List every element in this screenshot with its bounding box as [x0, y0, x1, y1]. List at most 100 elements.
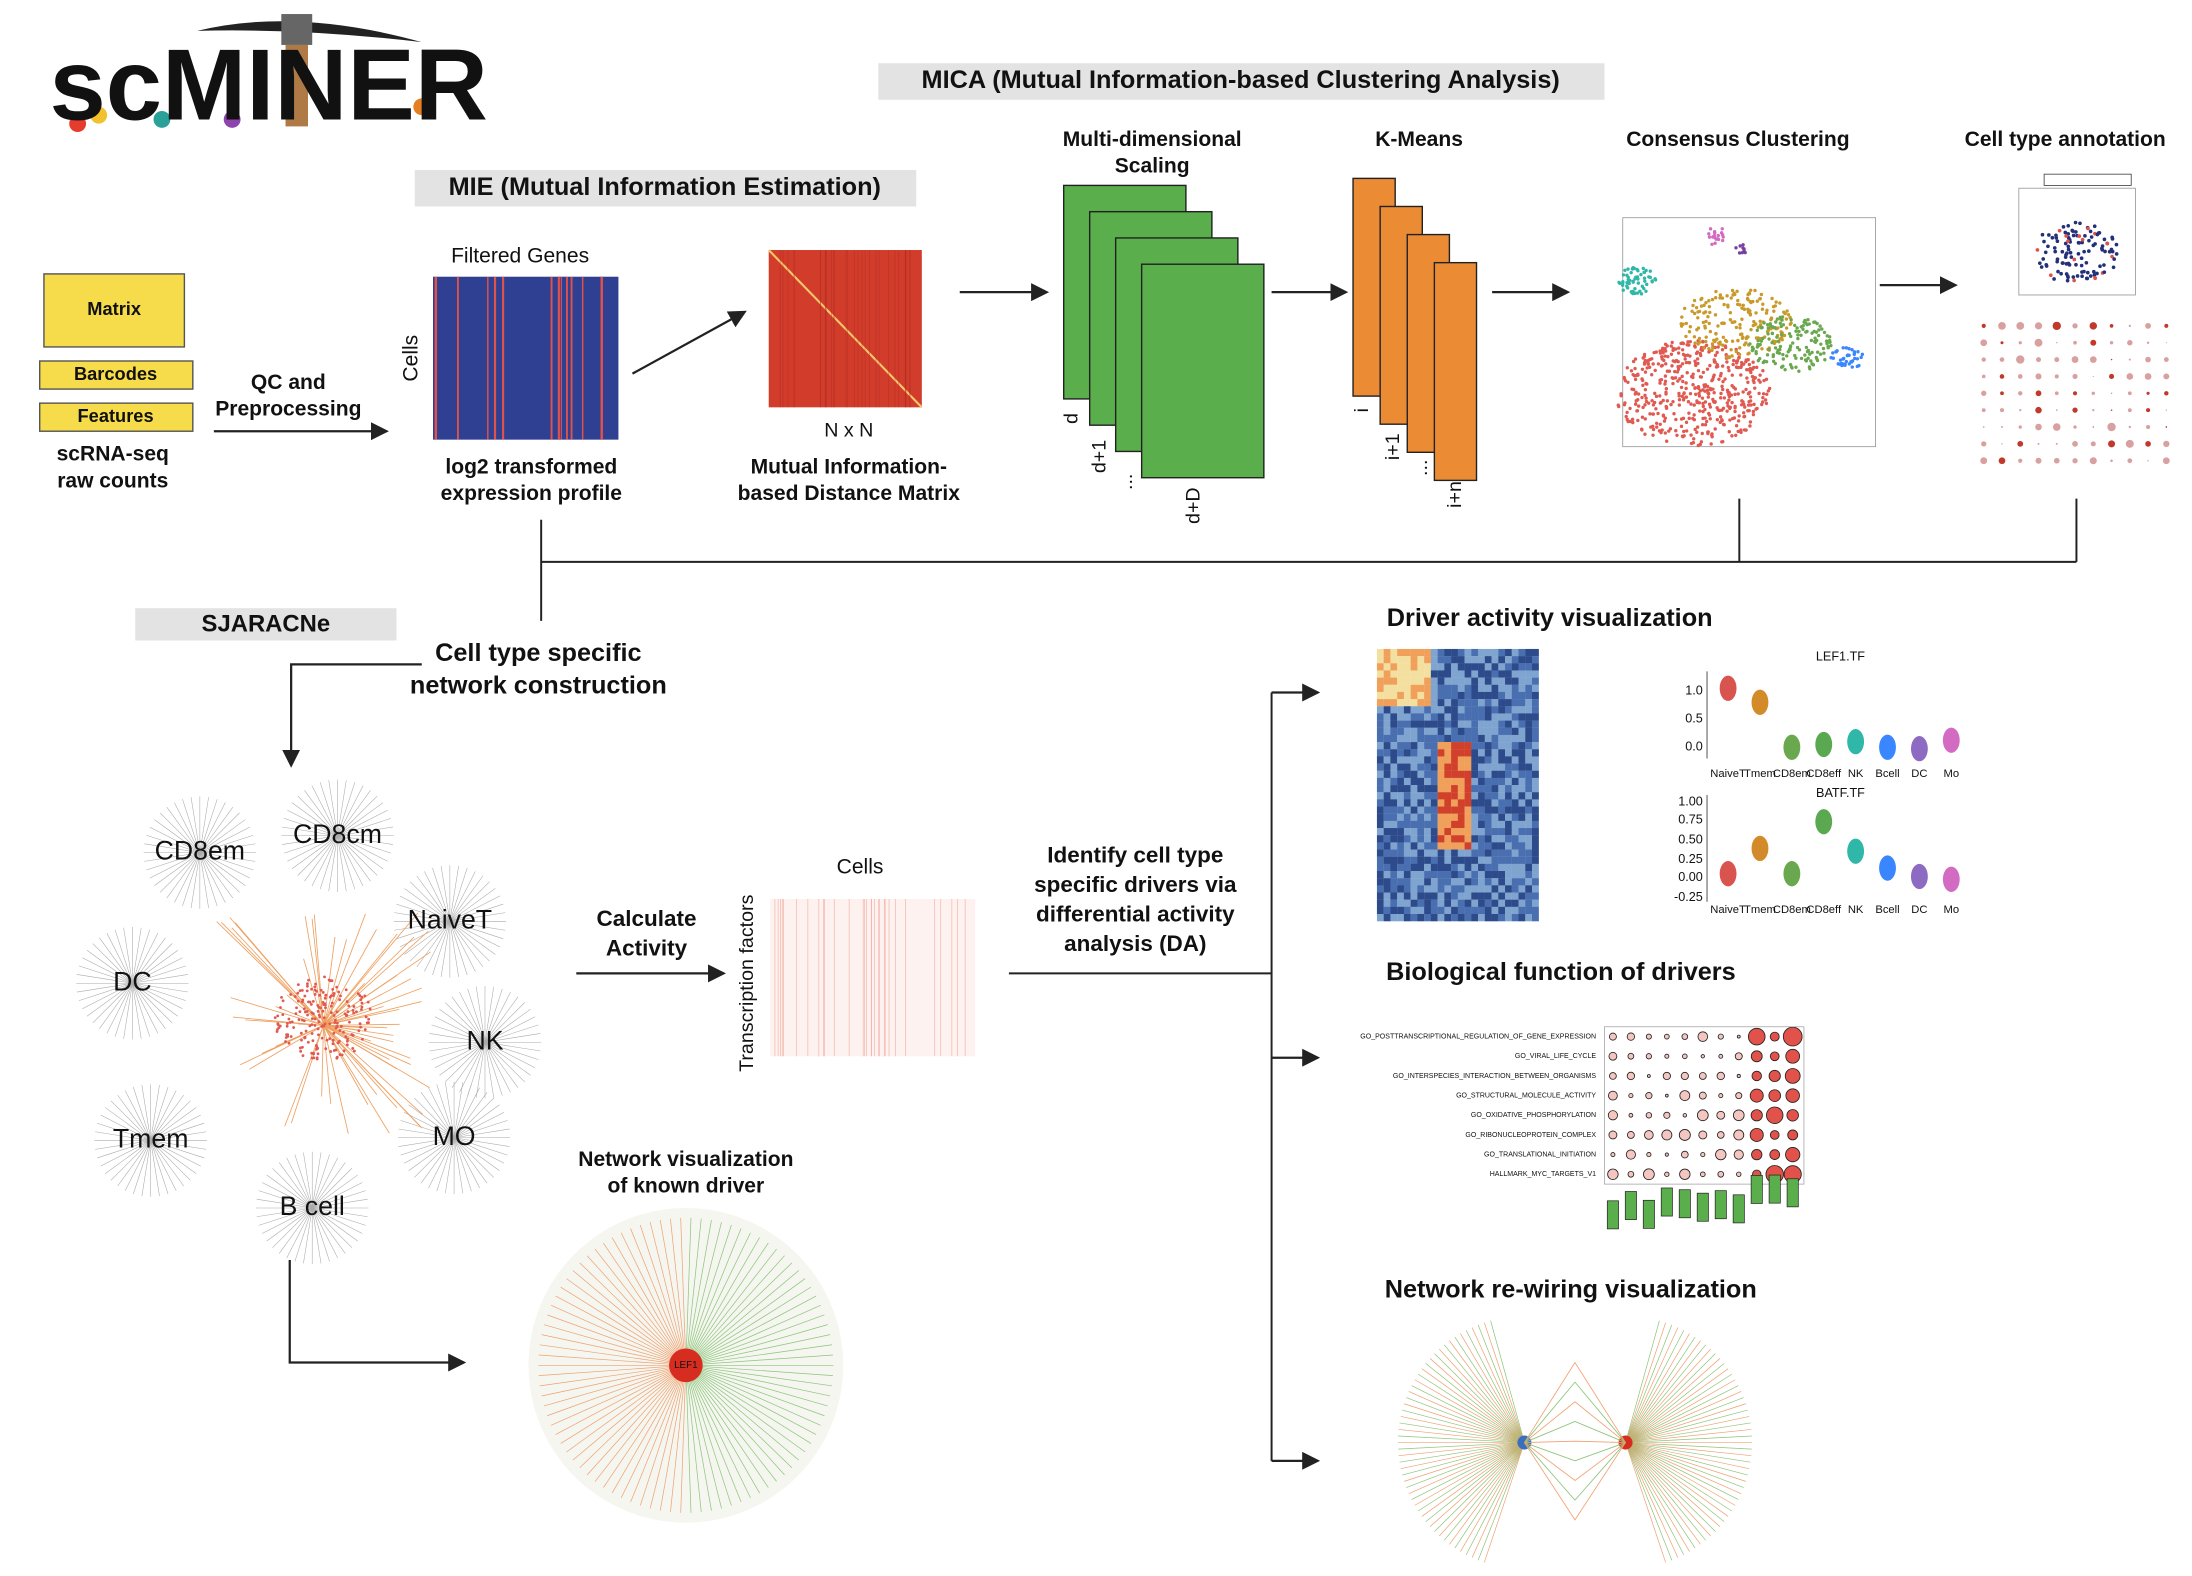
enrichment-dot	[1682, 1053, 1688, 1060]
annotation-point	[2114, 242, 2119, 247]
tick-label: NK	[1848, 768, 1864, 780]
heatmap-cell	[1430, 713, 1438, 721]
tsne-point	[1639, 272, 1643, 277]
network-edge	[404, 921, 451, 955]
tsne-point	[1767, 347, 1771, 351]
tsne-point	[1742, 307, 1746, 311]
tsne-point	[1654, 421, 1659, 425]
tsne-point	[1628, 278, 1632, 283]
tsne-point	[1707, 232, 1711, 236]
tsne-point	[1677, 394, 1681, 398]
driver-edge	[611, 1237, 687, 1366]
heatmap-cell	[1531, 720, 1539, 728]
heatmap-cell	[1417, 899, 1425, 907]
dotplot-dot	[2052, 423, 2061, 431]
heatmap-cell	[1457, 720, 1465, 728]
heatmap-cell	[1484, 835, 1492, 843]
core-edge	[323, 1025, 390, 1060]
tsne-point	[1795, 345, 1800, 350]
heatmap-cell	[1471, 820, 1479, 829]
tsne-point	[1658, 394, 1662, 398]
heatmap-cell	[1383, 813, 1391, 822]
tsne-point	[1740, 317, 1744, 321]
tick-label: CD8eff	[1806, 904, 1842, 916]
tsne-point	[1702, 311, 1706, 315]
core-node	[303, 1036, 307, 1039]
heatmap-cell	[1444, 720, 1452, 728]
heatmap-cell	[1484, 656, 1492, 664]
core-node	[367, 1021, 370, 1025]
heatmap-cell	[1457, 806, 1465, 814]
core-node	[286, 1022, 289, 1025]
heatmap-cell	[1464, 691, 1472, 700]
network-edge	[199, 852, 218, 907]
network-edge	[453, 1137, 472, 1192]
network-edge	[337, 835, 347, 892]
tsne-point	[1708, 310, 1712, 315]
heatmap-cell	[1511, 785, 1519, 793]
heatmap-cell	[1417, 792, 1425, 800]
network-edge	[150, 1131, 207, 1141]
heatmap-cell	[1525, 871, 1533, 879]
heatmap-cell	[1397, 835, 1405, 843]
enrichment-dot	[1769, 1130, 1780, 1140]
tsne-point	[1686, 400, 1691, 404]
tsne-point	[1859, 355, 1863, 360]
heatmap-cell	[1437, 677, 1445, 685]
term-label: GO_POSTTRANSCRIPTIONAL_REGULATION_OF_GEN…	[1360, 1033, 1596, 1040]
heatmap-cell	[1484, 777, 1492, 786]
network-edge	[159, 812, 201, 853]
core-node	[366, 1000, 370, 1004]
heatmap-cell	[1511, 706, 1519, 714]
step-label: Identify cell type	[1047, 843, 1223, 868]
heatmap-cell	[1451, 742, 1458, 750]
heatmap-cell	[1464, 777, 1472, 786]
heatmap-cell	[1457, 777, 1465, 786]
network-edge	[416, 875, 451, 922]
heatmap-cell	[1478, 763, 1485, 771]
network-edge	[123, 927, 133, 984]
tsne-point	[1815, 338, 1819, 343]
network-edge	[199, 852, 256, 862]
network-edge	[434, 1041, 486, 1069]
tick-label: 0.25	[1678, 852, 1703, 866]
rewire-link	[1524, 1442, 1626, 1501]
tsne-point	[1703, 423, 1708, 427]
heatmap-cell	[1376, 820, 1384, 829]
core-edge	[323, 913, 366, 1026]
enrichment-dot	[1626, 1032, 1636, 1041]
heatmap-cell	[1410, 749, 1418, 757]
heatmap-cell	[1491, 871, 1499, 879]
heatmap-cell	[1498, 828, 1506, 836]
heatmap-cell	[1478, 663, 1485, 671]
heatmap-cell	[1464, 663, 1472, 671]
tsne-point	[1626, 267, 1630, 271]
heatmap-cell	[1417, 835, 1425, 843]
heatmap-cell	[1505, 734, 1512, 743]
dotplot-dot	[1981, 323, 1986, 328]
tsne-point	[1695, 357, 1700, 361]
core-node	[339, 994, 342, 998]
annotation-point	[2091, 243, 2096, 248]
heatmap-cell	[1390, 670, 1398, 678]
heatmap-cell	[1478, 906, 1485, 915]
heatmap-cell	[1471, 856, 1479, 864]
network-edge	[432, 921, 451, 975]
heatmap-cell	[1430, 899, 1438, 907]
network-edge	[106, 933, 133, 984]
tsne-point	[1697, 391, 1701, 396]
tsne-point	[1622, 403, 1627, 407]
driver-edge	[541, 1364, 686, 1397]
tsne-point	[1663, 346, 1667, 351]
heatmap-cell	[1444, 663, 1452, 671]
annotation-point	[2087, 249, 2091, 253]
heatmap-cell	[1451, 892, 1458, 900]
network-edge	[144, 843, 200, 853]
enrichment-dot	[1610, 1152, 1616, 1158]
heatmap-cell	[1525, 749, 1533, 757]
network-edge	[453, 1087, 480, 1138]
heatmap-cell	[1424, 878, 1432, 886]
network-edge	[312, 1190, 366, 1209]
violin	[1847, 729, 1865, 755]
